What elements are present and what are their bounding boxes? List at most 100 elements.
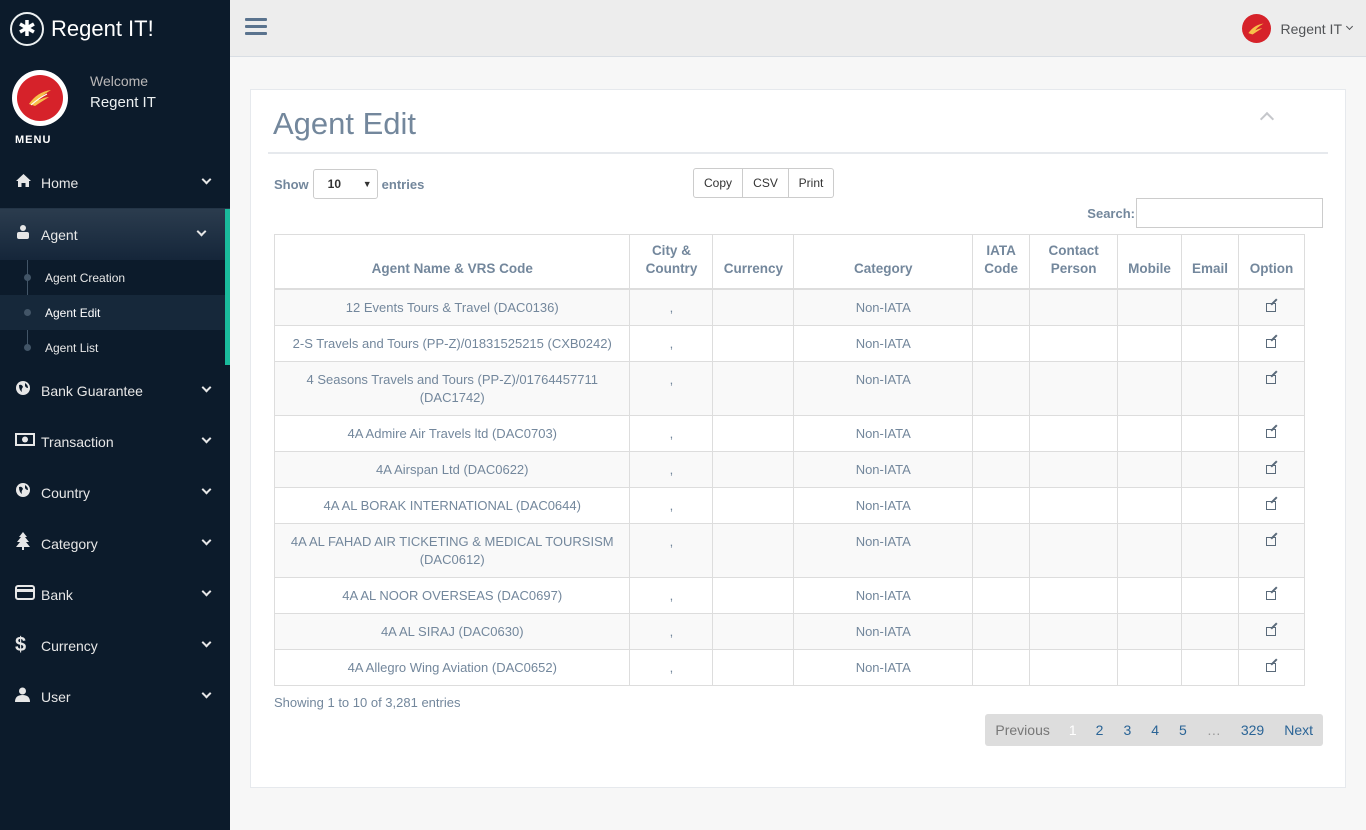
cell-category: Non-IATA (793, 487, 974, 524)
edit-icon[interactable] (1266, 627, 1277, 636)
copy-button[interactable]: Copy (693, 168, 743, 198)
chevron-down-icon (1345, 22, 1354, 31)
cell-agent-name: 4A AL SIRAJ (DAC0630) (273, 613, 631, 650)
edit-icon[interactable] (1266, 501, 1277, 510)
page-2[interactable]: 2 (1095, 722, 1104, 738)
dollar-icon: $ (15, 634, 27, 656)
page-1[interactable]: 1 (1068, 722, 1077, 738)
menu-toggle-icon[interactable] (245, 18, 267, 39)
chevron-down-icon (201, 688, 212, 699)
column-header-iata-code[interactable]: IATA Code (972, 234, 1031, 290)
edit-icon[interactable] (1266, 663, 1277, 672)
page-4[interactable]: 4 (1151, 722, 1160, 738)
sidebar-item-category[interactable]: Category (0, 518, 230, 569)
table-row: 4A AL BORAK INTERNATIONAL (DAC0644), Non-… (273, 487, 1306, 524)
chevron-down-icon (201, 535, 212, 546)
cell-category: Non-IATA (793, 325, 974, 362)
column-header-mobile[interactable]: Mobile (1117, 234, 1183, 290)
sidebar-item-currency[interactable]: $ Currency (0, 620, 230, 671)
sidebar-item-label: Category (41, 535, 98, 552)
sidebar-item-home[interactable]: Home (0, 157, 230, 209)
sidebar-subitem-agent-creation[interactable]: Agent Creation (0, 260, 225, 295)
edit-icon[interactable] (1266, 465, 1277, 474)
csv-button[interactable]: CSV (743, 168, 789, 198)
edit-icon[interactable] (1266, 429, 1277, 438)
edit-icon[interactable] (1266, 303, 1277, 312)
column-header-email[interactable]: Email (1181, 234, 1239, 290)
cell-mobile (1117, 451, 1183, 488)
column-header-city-country[interactable]: City & Country (629, 234, 714, 290)
chevron-down-icon (201, 484, 212, 495)
column-header-contact-person[interactable]: Contact Person (1029, 234, 1119, 290)
table-row: 4A AL FAHAD AIR TICKETING & MEDICAL TOUR… (273, 523, 1306, 578)
cell-city-country: , (629, 577, 714, 614)
cell-option (1237, 487, 1306, 524)
cell-iata-code (972, 487, 1031, 524)
column-header-category[interactable]: Category (793, 234, 974, 290)
column-header-agent-name[interactable]: Agent Name & VRS Code (273, 234, 631, 290)
cell-contact-person (1029, 288, 1119, 326)
edit-icon[interactable] (1266, 591, 1277, 600)
entries-label: entries (381, 176, 425, 192)
subitem-label: Agent Edit (45, 305, 101, 320)
pagination: Previous 1 2 3 4 5 … 329 Next (985, 714, 1323, 746)
menu-title: MENU (15, 134, 52, 146)
home-icon (15, 173, 41, 193)
sidebar-item-user[interactable]: User (0, 671, 230, 722)
search-input[interactable] (1136, 198, 1323, 228)
search-label: Search: (1087, 205, 1135, 221)
brand-title: Regent IT! (51, 15, 154, 41)
page-last[interactable]: 329 (1240, 722, 1265, 738)
print-button[interactable]: Print (789, 168, 834, 198)
sidebar-subitem-agent-edit[interactable]: Agent Edit (0, 295, 225, 330)
cell-email (1181, 325, 1239, 362)
cell-mobile (1117, 487, 1183, 524)
user-icon (15, 687, 41, 707)
profile-welcome: Welcome (90, 73, 149, 89)
chevron-up-icon[interactable] (1259, 111, 1275, 127)
cell-email (1181, 451, 1239, 488)
cell-option (1237, 415, 1306, 452)
column-header-currency[interactable]: Currency (712, 234, 795, 290)
sidebar-item-country[interactable]: Country (0, 467, 230, 518)
sidebar-item-transaction[interactable]: Transaction (0, 416, 230, 467)
edit-icon[interactable] (1266, 537, 1277, 546)
cell-currency (712, 649, 795, 686)
chevron-down-icon (201, 637, 212, 648)
user-dropdown[interactable]: Regent IT (1241, 14, 1354, 43)
profile-name: Regent IT (90, 94, 156, 111)
previous-button[interactable]: Previous (995, 722, 1050, 738)
cell-city-country: , (629, 361, 714, 416)
cell-email (1181, 487, 1239, 524)
sidebar-item-agent[interactable]: Agent (0, 209, 230, 260)
chevron-down-icon (201, 174, 212, 185)
cell-currency (712, 415, 795, 452)
bird-logo-icon (1248, 22, 1264, 35)
cell-iata-code (972, 415, 1031, 452)
table-row: 4A AL SIRAJ (DAC0630), Non-IATA (273, 613, 1306, 650)
brand[interactable]: ✱ Regent IT! (0, 0, 230, 57)
cell-agent-name: 4A AL BORAK INTERNATIONAL (DAC0644) (273, 487, 631, 524)
page-3[interactable]: 3 (1123, 722, 1132, 738)
cell-city-country: , (629, 487, 714, 524)
cell-currency (712, 288, 795, 326)
cell-contact-person (1029, 649, 1119, 686)
sidebar-item-bank-guarantee[interactable]: Bank Guarantee (0, 365, 230, 416)
edit-icon[interactable] (1266, 375, 1277, 384)
page-5[interactable]: 5 (1179, 722, 1187, 738)
sidebar-item-bank[interactable]: Bank (0, 569, 230, 620)
sidebar-subitem-agent-list[interactable]: Agent List (0, 330, 225, 365)
cell-mobile (1117, 325, 1183, 362)
cell-category: Non-IATA (793, 415, 974, 452)
agent-submenu: Agent Creation Agent Edit Agent List (0, 260, 230, 365)
search-control: Search: (1087, 198, 1323, 228)
page-size-select[interactable]: 10 ▼ (312, 169, 378, 199)
table-row: 4A Allegro Wing Aviation (DAC0652), Non-I… (273, 649, 1306, 686)
edit-icon[interactable] (1266, 339, 1277, 348)
column-header-option[interactable]: Option (1237, 234, 1306, 290)
cell-category: Non-IATA (793, 523, 974, 578)
top-navbar: Regent IT (230, 0, 1366, 57)
subitem-label: Agent Creation (45, 270, 126, 285)
cell-contact-person (1029, 361, 1119, 416)
next-button[interactable]: Next (1284, 722, 1313, 738)
